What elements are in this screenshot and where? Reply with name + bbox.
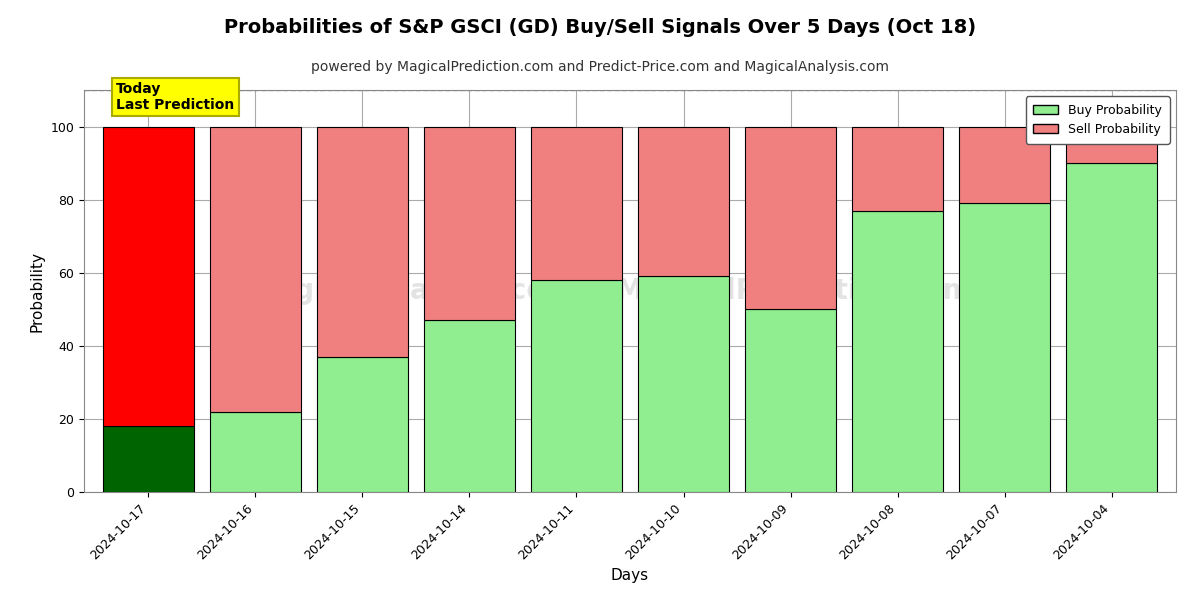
Bar: [424, 127, 515, 320]
Bar: [959, 203, 1050, 492]
Bar: [424, 320, 515, 492]
Text: powered by MagicalPrediction.com and Predict-Price.com and MagicalAnalysis.com: powered by MagicalPrediction.com and Pre…: [311, 60, 889, 74]
Bar: [317, 357, 408, 492]
Bar: [210, 127, 301, 412]
Text: MagicalAnalysis.com: MagicalAnalysis.com: [248, 277, 575, 305]
Legend: Buy Probability, Sell Probability: Buy Probability, Sell Probability: [1026, 96, 1170, 143]
Bar: [317, 127, 408, 357]
Y-axis label: Probability: Probability: [30, 251, 44, 331]
Bar: [530, 127, 622, 280]
Text: Probabilities of S&P GSCI (GD) Buy/Sell Signals Over 5 Days (Oct 18): Probabilities of S&P GSCI (GD) Buy/Sell …: [224, 18, 976, 37]
Bar: [745, 309, 836, 492]
Bar: [103, 127, 193, 426]
Bar: [852, 127, 943, 211]
Text: MagicalPrediction.com: MagicalPrediction.com: [616, 277, 972, 305]
Bar: [530, 280, 622, 492]
Bar: [638, 277, 730, 492]
Bar: [852, 211, 943, 492]
Bar: [638, 127, 730, 277]
Bar: [1067, 163, 1157, 492]
X-axis label: Days: Days: [611, 568, 649, 583]
Bar: [103, 426, 193, 492]
Text: Today
Last Prediction: Today Last Prediction: [116, 82, 234, 112]
Bar: [1067, 127, 1157, 163]
Bar: [210, 412, 301, 492]
Bar: [745, 127, 836, 309]
Bar: [959, 127, 1050, 203]
